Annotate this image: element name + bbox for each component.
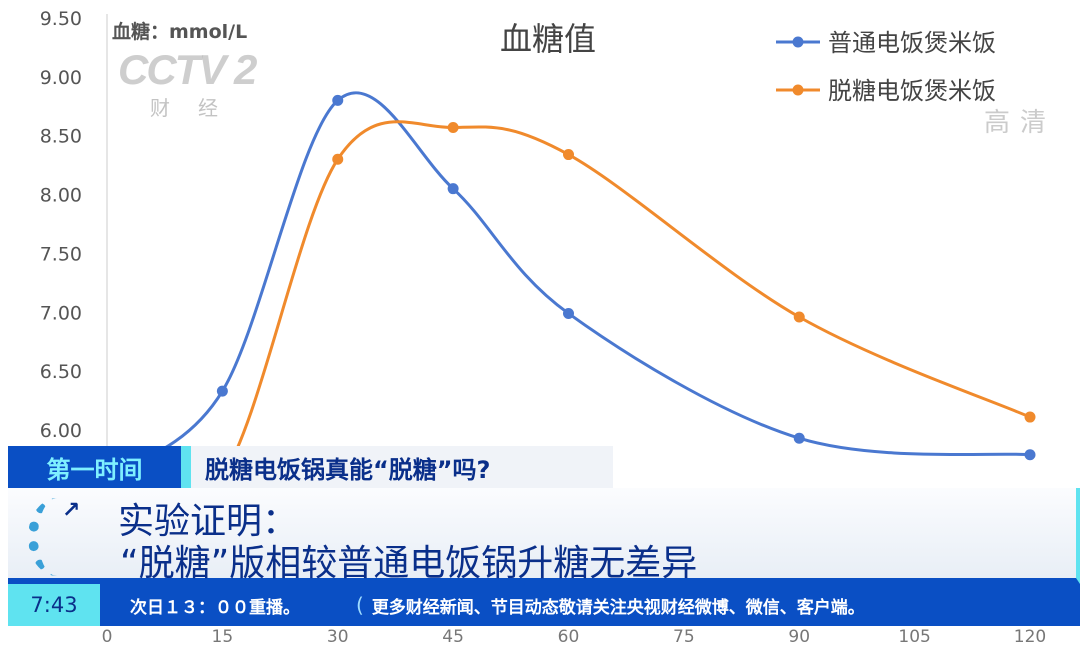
data-point [447, 121, 459, 133]
chart-title: 血糖值 [500, 20, 596, 58]
program-banner: 第一时间 脱糖电饭锅真能“脱糖”吗? [8, 446, 613, 488]
data-point [563, 307, 574, 319]
x-tick-label: 30 [327, 627, 349, 647]
x-tick-label: 0 [102, 627, 113, 647]
x-tick-label: 90 [788, 627, 810, 647]
cctv-logo: CCTV 2 [118, 46, 257, 93]
x-tick-label: 60 [558, 627, 580, 647]
data-point [447, 183, 459, 195]
ticker-separator-icon: ( [356, 593, 364, 617]
news-ticker: 7:43 次日１３：００重播。 ( 更多财经新闻、节目动态敬请关注央视财经微博、… [8, 584, 1080, 626]
ticker-text-rebroadcast: 次日１３：００重播。 [130, 597, 300, 618]
data-point [1024, 411, 1036, 423]
caption-line-1: 实验证明： [118, 501, 299, 542]
legend-label: 普通电饭煲米饭 [828, 29, 996, 57]
arrow-icon: ↗ [62, 498, 81, 523]
x-tick-label: 105 [898, 627, 930, 647]
legend-marker [792, 84, 804, 96]
y-tick-label: 9.50 [40, 8, 82, 30]
legend-marker [792, 36, 804, 48]
data-point [1024, 449, 1036, 461]
x-tick-label: 15 [212, 627, 234, 647]
data-point [332, 94, 344, 106]
y-tick-label: 6.50 [40, 361, 82, 383]
data-point [216, 385, 228, 397]
data-point [793, 432, 805, 444]
clock: 7:43 [8, 584, 100, 626]
story-title: 脱糖电饭锅真能“脱糖”吗? [191, 446, 613, 488]
ticker-text-follow: 更多财经新闻、节目动态敬请关注央视财经微博、微信、客户端。 [371, 597, 865, 618]
x-tick-label: 120 [1014, 627, 1046, 647]
hd-badge: 高清 [983, 108, 1056, 138]
legend-label: 脱糖电饭煲米饭 [828, 77, 996, 105]
caption-box: ↗ 实验证明： “脱糖”版相较普通电饭锅升糖无差异 [8, 488, 1080, 584]
y-tick-label: 8.00 [40, 185, 82, 207]
y-tick-label: 7.00 [40, 302, 82, 324]
data-point [793, 311, 805, 323]
channel-emblem-icon [28, 498, 86, 576]
y-tick-label: 6.00 [40, 420, 82, 442]
x-tick-label: 75 [673, 627, 695, 647]
y-tick-label: 9.00 [40, 67, 82, 89]
data-point [332, 153, 344, 165]
program-tag: 第一时间 [8, 446, 191, 488]
data-point [563, 149, 574, 161]
x-tick-label: 45 [442, 627, 464, 647]
y-axis-label: 血糖：mmol/L [112, 20, 247, 43]
channel-name: 财经 [150, 96, 246, 120]
y-tick-label: 8.50 [40, 126, 82, 148]
caption-line-2: “脱糖”版相较普通电饭锅升糖无差异 [120, 543, 698, 584]
y-tick-label: 7.50 [40, 243, 82, 265]
